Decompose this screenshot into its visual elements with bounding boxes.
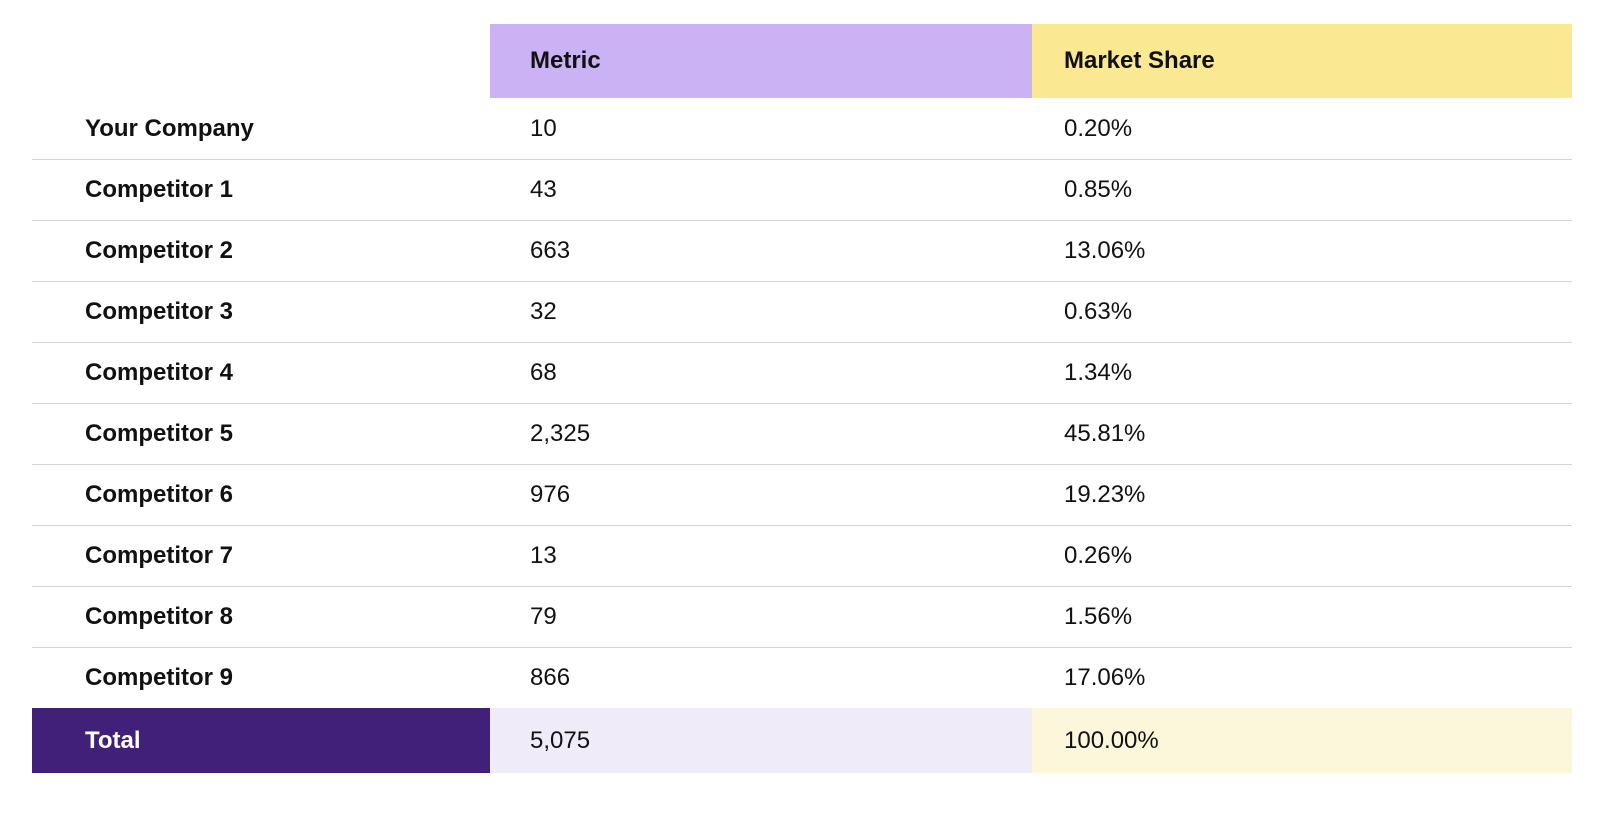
header-cell-blank [32,24,490,98]
total-label-cell: Total [32,708,490,773]
metric-value-cell: 68 [530,359,557,386]
share-value-cell: 19.23% [1064,481,1146,508]
table-row: Competitor 2 663 13.06% [32,220,1572,281]
share-value-cell: 1.34% [1064,359,1133,386]
company-label-cell: Competitor 1 [85,176,234,203]
share-value-cell: 0.63% [1064,298,1133,325]
market-share-table: Metric Market Share Your Company 10 0.20… [32,24,1572,773]
metric-value-cell: 10 [530,114,557,142]
total-metric-cell: 5,075 [490,708,1032,773]
company-label-cell: Competitor 3 [85,298,234,325]
metric-value-cell: 866 [530,664,571,691]
metric-value-cell: 2,325 [530,420,591,447]
total-share-cell: 100.00% [1032,708,1572,773]
table-row: Competitor 8 79 1.56% [32,586,1572,647]
metric-value-cell: 79 [530,603,557,630]
header-cell-market-share: Market Share [1032,24,1572,98]
table-row: Competitor 5 2,325 45.81% [32,403,1572,464]
metric-value-cell: 976 [530,481,571,508]
company-label-cell: Your Company [85,114,254,142]
table-header-row: Metric Market Share [32,24,1572,98]
share-value-cell: 0.85% [1064,176,1133,203]
share-value-cell: 1.56% [1064,603,1133,630]
metric-value-cell: 43 [530,176,557,203]
table-row: Competitor 4 68 1.34% [32,342,1572,403]
share-value-cell: 45.81% [1064,420,1146,447]
table-total-row: Total 5,075 100.00% [32,708,1572,773]
share-value-cell: 0.20% [1064,114,1133,142]
company-label-cell: Competitor 4 [85,359,234,386]
share-value-cell: 17.06% [1064,664,1146,691]
table-row: Competitor 6 976 19.23% [32,464,1572,525]
table-row: Competitor 9 866 17.06% [32,647,1572,708]
metric-value-cell: 663 [530,237,571,264]
metric-value-cell: 13 [530,542,557,569]
table-row: Competitor 7 13 0.26% [32,525,1572,586]
share-value-cell: 13.06% [1064,237,1146,264]
metric-value-cell: 32 [530,298,557,325]
table-body: Your Company 10 0.20% Competitor 1 43 0.… [32,98,1572,708]
header-cell-metric: Metric [490,24,1032,98]
company-label-cell: Competitor 9 [85,664,234,691]
table-row: Competitor 1 43 0.85% [32,159,1572,220]
table-row: Competitor 3 32 0.63% [32,281,1572,342]
company-label-cell: Competitor 8 [85,603,234,630]
share-value-cell: 0.26% [1064,542,1133,569]
company-label-cell: Competitor 7 [85,542,234,569]
company-label-cell: Competitor 5 [85,420,234,447]
company-label-cell: Competitor 6 [85,481,234,508]
table-row: Your Company 10 0.20% [32,98,1572,159]
company-label-cell: Competitor 2 [85,237,234,264]
